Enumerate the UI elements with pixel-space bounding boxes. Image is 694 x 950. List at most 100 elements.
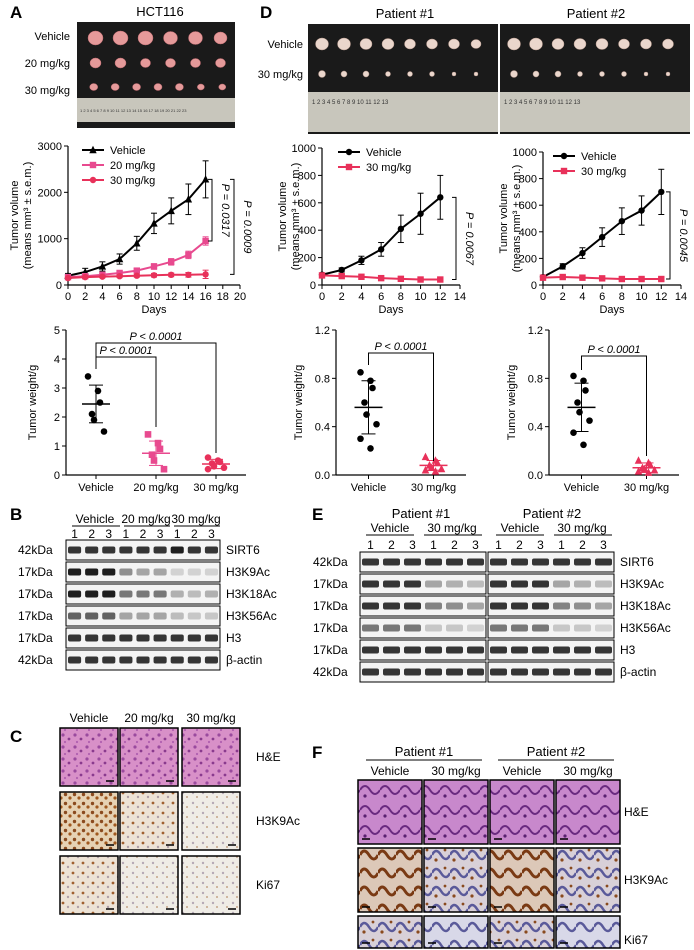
blot-band	[574, 558, 591, 566]
blot-kda-label: 42kDa	[313, 555, 348, 569]
blot-box	[359, 551, 487, 573]
stat-bracket	[208, 178, 213, 242]
histology-image	[119, 727, 179, 787]
data-point	[361, 399, 368, 406]
y-tick-label: 0	[56, 280, 62, 292]
data-point	[644, 468, 653, 476]
photo-d-ruler-2: 1 2 3 4 5 6 7 8 9 10 11 12 13	[504, 100, 581, 106]
blot-lane-label: 2	[579, 538, 586, 552]
series-line	[321, 196, 441, 276]
data-point	[156, 445, 164, 453]
blot-band	[153, 612, 167, 620]
x-tick-label: 8	[398, 291, 404, 303]
blot-band	[511, 624, 528, 632]
blot-band	[136, 634, 150, 642]
blot-band	[595, 558, 612, 566]
tumor-blob	[381, 38, 395, 50]
tumor-blob	[137, 30, 154, 46]
x-tick-label: 12	[655, 291, 667, 303]
y-axis-label-line2: (means mm³ ± s.e.m.)	[22, 162, 34, 270]
y-axis-label: Tumor weight/g	[293, 365, 305, 440]
tumor-blob	[89, 57, 102, 69]
x-tick-label: 12	[165, 291, 177, 303]
histo-patient-label: Patient #2	[527, 744, 586, 759]
blot-band	[404, 624, 421, 632]
blot-kda-label: 17kDa	[313, 577, 348, 591]
photo-d-patient1: Patient #1	[376, 6, 435, 21]
blot-band	[383, 580, 400, 588]
data-point	[160, 465, 168, 473]
blot-band	[204, 634, 218, 642]
data-point	[168, 258, 175, 266]
photo-d-row-30: 30 mg/kg	[258, 69, 303, 81]
y-axis-label: Tumor volume(means mm³ ± s.e.m.)	[498, 165, 523, 273]
y-axis-label-line1: Tumor volume	[498, 184, 510, 254]
blot-band	[68, 568, 82, 576]
tumor-blob	[218, 83, 227, 91]
data-point	[358, 257, 365, 264]
data-point	[397, 275, 405, 283]
blot-header: Vehicle	[371, 521, 410, 535]
blot-protein-label: β-actin	[620, 665, 656, 679]
blot-band	[446, 580, 463, 588]
blot-band	[153, 634, 167, 642]
data-point	[338, 266, 345, 274]
blot-lane-label: 3	[208, 527, 215, 541]
data-point	[559, 273, 566, 281]
tumor-blob	[618, 38, 630, 50]
stat-bracket	[452, 196, 457, 281]
blot-box	[487, 661, 615, 683]
data-point	[658, 275, 665, 283]
tumor-blob	[132, 83, 141, 91]
blot-band	[68, 546, 82, 554]
tumor-photo-a: HCT116 1 2 3 4 5 6 7 8 9 10 11 12 13 14 …	[25, 4, 235, 128]
blot-box	[487, 617, 615, 639]
tumor-blob	[110, 83, 120, 91]
y-tick-label: 0.0	[528, 470, 543, 482]
blot-band	[136, 612, 150, 620]
histo-row-label: H3K9Ac	[256, 814, 300, 828]
chart-d-p1-tumor-volume: 0 200 400 600 800 1000 0 2 4 6 8 10 12 14 Days Tumor vo…	[277, 143, 475, 316]
data-point	[64, 274, 72, 282]
blot-band	[362, 558, 379, 566]
blot-band	[187, 568, 201, 576]
tumor-blob	[448, 38, 460, 50]
photo-d-row-vehicle: Vehicle	[268, 39, 303, 51]
y-tick-label: 1000	[38, 234, 62, 246]
data-point	[580, 377, 587, 385]
photo-a-row-vehicle: Vehicle	[35, 31, 70, 43]
data-point	[318, 272, 326, 279]
y-tick-label: 200	[298, 253, 316, 265]
blot-band	[187, 546, 201, 554]
blot-band	[383, 558, 400, 566]
histo-col-label: Vehicle	[70, 711, 109, 725]
histology-image	[181, 791, 241, 851]
x-tick-label: 16	[199, 291, 211, 303]
tumor-blob	[473, 71, 479, 77]
data-point	[154, 439, 162, 447]
panel-label-b: B	[10, 505, 22, 524]
data-point	[658, 188, 665, 196]
y-tick-label: 3	[54, 383, 60, 395]
stat-p-value: P < 0.0001	[99, 345, 152, 357]
blot-band	[153, 590, 167, 598]
tumor-blob	[621, 71, 627, 77]
x-tick-label: Vehicle	[78, 482, 113, 494]
tumor-blob	[163, 31, 178, 45]
x-tick-label: 6	[599, 291, 605, 303]
x-tick-label: 30 mg/kg	[624, 482, 669, 494]
tumor-blob	[470, 39, 482, 49]
tumor-blob	[426, 38, 438, 50]
x-tick-label: 30 mg/kg	[193, 482, 238, 494]
tumor-blob	[359, 38, 373, 50]
tumor-blob	[429, 71, 435, 77]
blot-header: 30 mg/kg	[557, 521, 606, 535]
histo-patient-label: Patient #1	[395, 744, 454, 759]
data-point	[598, 275, 606, 282]
blot-protein-label: H3K18Ac	[620, 599, 671, 613]
blot-band	[553, 558, 570, 566]
blot-band	[85, 590, 99, 598]
blot-band	[404, 646, 421, 654]
blot-lane-label: 2	[191, 527, 198, 541]
